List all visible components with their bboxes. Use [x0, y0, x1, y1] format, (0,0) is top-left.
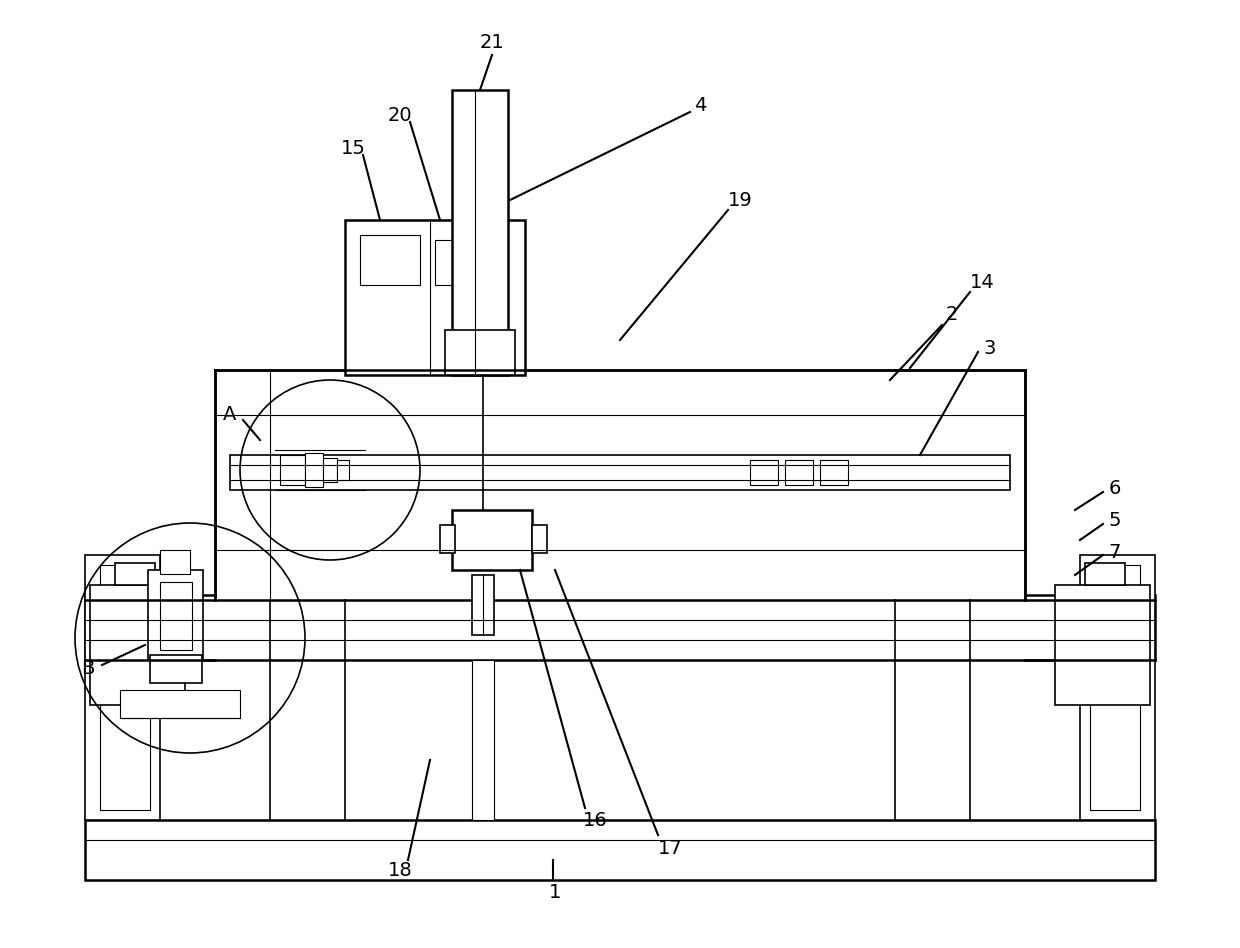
Text: 14: 14	[970, 274, 994, 293]
Bar	[86, 820, 1154, 880]
Bar	[820, 460, 848, 485]
Bar	[91, 585, 185, 705]
Text: 7: 7	[1109, 542, 1121, 561]
Bar	[337, 460, 348, 480]
Bar	[1090, 565, 1140, 810]
Bar	[1055, 585, 1149, 705]
Bar	[86, 555, 160, 820]
Bar	[322, 458, 337, 482]
Bar	[150, 655, 202, 683]
Text: 3: 3	[983, 338, 996, 357]
Bar	[532, 525, 547, 553]
Text: 18: 18	[388, 861, 413, 880]
Text: 6: 6	[1109, 479, 1121, 498]
Text: A: A	[223, 406, 237, 425]
Bar	[445, 330, 515, 375]
Bar	[472, 575, 494, 635]
Bar	[160, 582, 192, 650]
Bar	[1085, 563, 1125, 585]
Bar	[115, 563, 155, 585]
Text: 1: 1	[549, 883, 562, 902]
Bar	[120, 690, 241, 718]
Bar	[305, 453, 322, 487]
Bar	[86, 595, 1154, 660]
Bar	[345, 220, 525, 375]
Text: 4: 4	[694, 96, 707, 115]
Bar	[435, 240, 470, 285]
Bar	[785, 460, 813, 485]
Bar	[453, 90, 508, 375]
Bar	[148, 570, 203, 660]
Text: 19: 19	[728, 191, 753, 210]
Text: B: B	[82, 659, 94, 678]
Bar	[280, 455, 305, 485]
Text: 5: 5	[1109, 511, 1121, 530]
Bar	[1080, 555, 1154, 820]
Text: 17: 17	[657, 838, 682, 858]
Bar	[160, 550, 190, 574]
Text: 15: 15	[341, 138, 366, 157]
Text: 2: 2	[946, 305, 959, 324]
Bar	[360, 235, 420, 285]
Bar	[472, 660, 494, 820]
Text: 20: 20	[388, 105, 413, 124]
Text: 16: 16	[583, 811, 608, 830]
Bar	[453, 510, 532, 570]
Bar	[750, 460, 777, 485]
Bar	[215, 370, 1025, 600]
Text: 21: 21	[480, 32, 505, 51]
Bar	[100, 565, 150, 810]
Bar	[229, 455, 1011, 490]
Bar	[440, 525, 455, 553]
